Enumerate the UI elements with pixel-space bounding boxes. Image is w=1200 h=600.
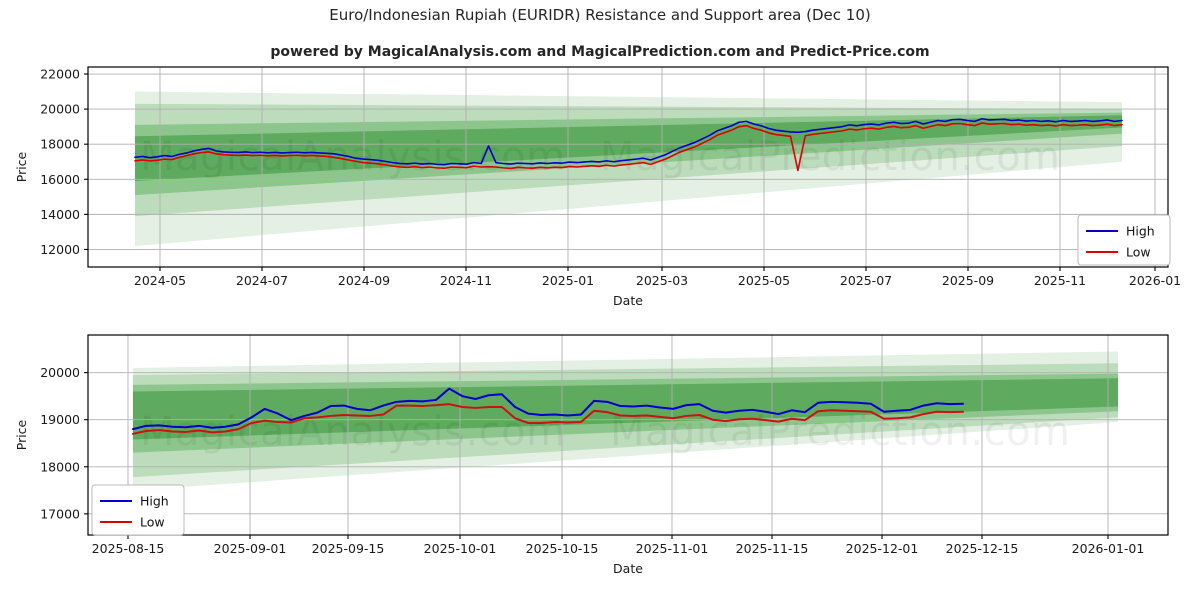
y-axis-label: Price: [14, 419, 29, 450]
y-tick-label: 20000: [40, 365, 80, 380]
x-tick-label: 2025-11-01: [636, 541, 709, 556]
x-tick-label: 2024-05: [134, 273, 186, 288]
x-tick-label: 2025-01: [542, 273, 594, 288]
watermark: MagicalPrediction.com: [610, 409, 1071, 455]
series-line-low: [132, 403, 964, 435]
y-tick-label: 18000: [40, 137, 80, 152]
page-subtitle: powered by MagicalAnalysis.com and Magic…: [270, 44, 930, 60]
chart-legend[interactable]: High Low: [91, 484, 185, 536]
series-line-high: [132, 387, 964, 431]
legend-label-high: High: [140, 494, 169, 509]
x-tick-label: 2025-11: [1034, 273, 1086, 288]
x-tick-label: 2025-12-01: [846, 541, 919, 556]
x-tick-label: 2024-11: [440, 273, 492, 288]
y-tick-label: 18000: [40, 459, 80, 474]
watermark: MagicalPrediction.com: [600, 134, 1061, 180]
x-tick-label: 2025-09-01: [214, 541, 287, 556]
x-tick-label: 2025-09: [942, 273, 994, 288]
series-line-high: [134, 117, 1123, 166]
legend-label-low: Low: [140, 515, 165, 530]
x-tick-label: 2025-11-15: [736, 541, 809, 556]
x-tick-label: 2025-08-15: [92, 541, 165, 556]
chart-legend[interactable]: High Low: [1077, 214, 1171, 266]
x-tick-label: 2025-12-15: [946, 541, 1019, 556]
y-tick-label: 17000: [40, 506, 80, 521]
x-axis-label: Date: [613, 561, 643, 576]
x-tick-label: 2025-09-15: [312, 541, 385, 556]
x-axis-label: Date: [613, 293, 643, 308]
x-tick-label: 2025-10-01: [424, 541, 497, 556]
x-tick-label: 2024-09: [338, 273, 390, 288]
y-tick-label: 14000: [40, 207, 80, 222]
y-tick-label: 12000: [40, 242, 80, 257]
x-tick-label: 2025-07: [840, 273, 892, 288]
x-tick-label: 2026-01: [1129, 273, 1181, 288]
y-axis-label: Price: [14, 151, 29, 182]
x-tick-label: 2024-07: [236, 273, 288, 288]
x-tick-label: 2025-05: [738, 273, 790, 288]
x-tick-label: 2025-10-15: [526, 541, 599, 556]
y-tick-label: 20000: [40, 102, 80, 117]
y-tick-label: 16000: [40, 172, 80, 187]
bottom-chart: MagicalAnalysis.com MagicalPrediction.com…: [14, 334, 1169, 576]
top-chart: MagicalAnalysis.com MagicalPrediction.com…: [14, 66, 1181, 308]
series-line-low: [134, 122, 1123, 172]
y-tick-label: 19000: [40, 412, 80, 427]
legend-label-low: Low: [1126, 245, 1151, 260]
legend-label-high: High: [1126, 224, 1155, 239]
x-tick-label: 2026-01-01: [1072, 541, 1145, 556]
page-title: Euro/Indonesian Rupiah (EURIDR) Resistan…: [329, 6, 871, 24]
x-tick-label: 2025-03: [636, 273, 688, 288]
y-tick-label: 22000: [40, 67, 80, 82]
